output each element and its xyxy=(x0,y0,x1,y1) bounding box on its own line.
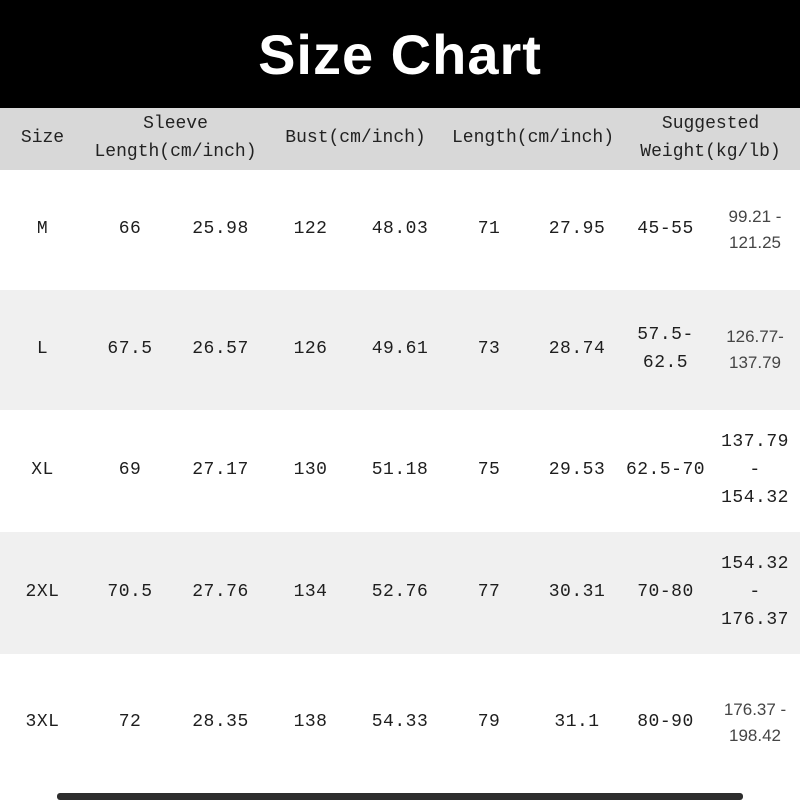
table-cell: 70.5 xyxy=(107,582,153,603)
table-cell: 130 xyxy=(293,460,328,481)
table-cell: 2XL xyxy=(25,582,60,603)
table-cell: 31.1 xyxy=(554,712,600,733)
table-cell: 70-80 xyxy=(637,582,694,603)
table-cell: 3XL xyxy=(25,712,60,733)
table-cell: 54.33 xyxy=(371,712,429,733)
table-cell: 28.35 xyxy=(192,712,249,733)
table-cell: 45-55 xyxy=(637,219,694,240)
table-cell: 176.37 - 198.42 xyxy=(723,699,787,745)
table-cell: 52.76 xyxy=(371,582,429,603)
table-cell: 27.17 xyxy=(192,460,249,481)
table-cell: 30.31 xyxy=(548,582,606,603)
table-cell: 73 xyxy=(477,339,501,360)
size-chart-table: Size Sleeve Length(cm/inch) Bust(cm/inch… xyxy=(0,108,800,792)
table-cell: 27.76 xyxy=(192,582,249,603)
table-cell: L xyxy=(36,339,49,360)
table-cell: 29.53 xyxy=(548,460,606,481)
table-cell: 122 xyxy=(293,219,328,240)
table-cell: 126.77-137.79 xyxy=(726,326,784,372)
table-row-xl: XL 69 27.17 130 51.18 75 29.53 62.5-70 1… xyxy=(0,410,800,532)
table-cell: 72 xyxy=(118,712,142,733)
table-row-l: L 67.5 26.57 126 49.61 73 28.74 57.5-62.… xyxy=(0,290,800,410)
table-cell: 51.18 xyxy=(371,460,429,481)
table-cell: M xyxy=(36,219,49,240)
table-cell: 27.95 xyxy=(548,219,606,240)
table-cell: 75 xyxy=(477,460,501,481)
table-cell: 48.03 xyxy=(371,219,429,240)
table-row-2xl: 2XL 70.5 27.76 134 52.76 77 30.31 70-80 … xyxy=(0,532,800,654)
table-cell: 66 xyxy=(118,219,142,240)
table-cell: XL xyxy=(31,460,54,481)
header-row: Size Sleeve Length(cm/inch) Bust(cm/inch… xyxy=(0,108,800,170)
table-cell: 134 xyxy=(293,582,328,603)
bottom-bar xyxy=(57,793,743,800)
table-cell: 62.5-70 xyxy=(625,460,706,481)
table-cell: 57.5-62.5 xyxy=(637,325,694,373)
header-sleeve-length: Sleeve Length(cm/inch) xyxy=(94,114,257,162)
table-cell: 28.74 xyxy=(548,339,606,360)
table-cell: 49.61 xyxy=(371,339,429,360)
table-header: Size Sleeve Length(cm/inch) Bust(cm/inch… xyxy=(0,108,800,170)
table-cell: 25.98 xyxy=(192,219,249,240)
header-size: Size xyxy=(20,128,65,149)
table-cell: 69 xyxy=(118,460,142,481)
header-length: Length(cm/inch) xyxy=(452,128,615,149)
table-cell: 137.79 - 154.32 xyxy=(721,432,789,508)
table-cell: 154.32 - 176.37 xyxy=(721,554,789,630)
table-cell: 80-90 xyxy=(637,712,694,733)
table-cell: 71 xyxy=(477,219,501,240)
header-suggested-weight: Suggested Weight(kg/lb) xyxy=(640,114,781,162)
table-cell: 26.57 xyxy=(192,339,249,360)
table-cell: 138 xyxy=(293,712,328,733)
table-cell: 77 xyxy=(477,582,501,603)
page-title: Size Chart xyxy=(258,22,542,86)
table-cell: 67.5 xyxy=(107,339,153,360)
table-cell: 126 xyxy=(293,339,328,360)
header-bust: Bust(cm/inch) xyxy=(285,128,426,149)
table-cell: 79 xyxy=(477,712,501,733)
table-body: M 66 25.98 122 48.03 71 27.95 45-55 99.2… xyxy=(0,170,800,792)
title-banner: Size Chart xyxy=(0,0,800,108)
table-cell: 99.21 - 121.25 xyxy=(728,206,782,252)
table-row-3xl: 3XL 72 28.35 138 54.33 79 31.1 80-90 176… xyxy=(0,654,800,792)
table-row-m: M 66 25.98 122 48.03 71 27.95 45-55 99.2… xyxy=(0,170,800,290)
